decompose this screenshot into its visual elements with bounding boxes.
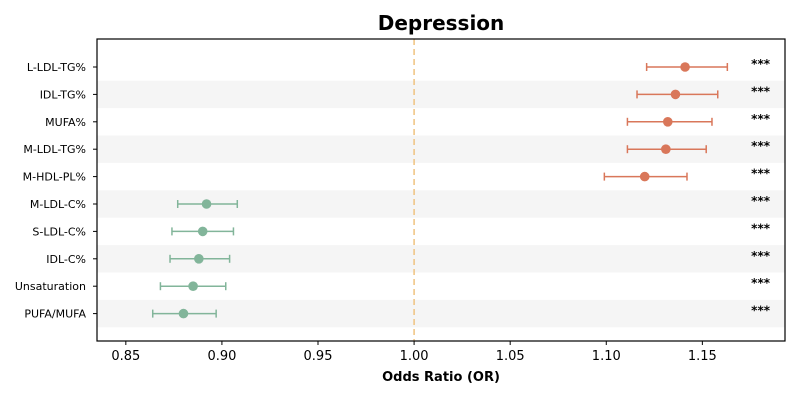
odds-ratio-point	[661, 144, 671, 154]
y-tick-label: Unsaturation	[15, 280, 86, 293]
significance-label: ***	[751, 112, 771, 126]
odds-ratio-points	[178, 62, 690, 319]
y-tick-label: IDL-C%	[46, 253, 86, 266]
significance-label: ***	[751, 194, 771, 208]
significance-labels: *** *** *** *** *** *** *** *** *** ***	[751, 57, 771, 318]
y-tick-label: L-LDL-TG%	[27, 61, 86, 74]
plot-frame	[96, 38, 786, 342]
odds-ratio-point	[670, 89, 681, 100]
significance-label: ***	[751, 276, 771, 290]
y-tick-label: M-HDL-PL%	[23, 171, 86, 184]
odds-ratio-point	[194, 253, 204, 264]
odds-ratio-point	[197, 226, 208, 237]
significance-label: ***	[751, 249, 771, 263]
odds-ratio-point	[178, 308, 189, 319]
x-tick-label: 0.85	[111, 349, 140, 364]
x-axis-label: Odds Ratio (OR)	[382, 370, 500, 385]
odds-ratio-point	[201, 199, 212, 209]
y-tick-label: M-LDL-C%	[30, 198, 86, 211]
y-tick-label: M-LDL-TG%	[23, 143, 86, 156]
y-tick-label: MUFA%	[45, 116, 86, 129]
y-tick-label: PUFA/MUFA	[24, 308, 86, 321]
odds-ratio-point	[639, 171, 650, 182]
odds-ratio-point	[188, 281, 198, 292]
chart-title: Depression	[378, 11, 505, 35]
x-axis-ticks: 0.85 0.90 0.95 1.00 1.05 1.10 1.15	[111, 341, 717, 364]
y-tick-label: IDL-TG%	[40, 88, 86, 101]
x-tick-label: 1.10	[592, 349, 621, 364]
significance-label: ***	[751, 167, 771, 181]
y-axis-ticks: L-LDL-TG% IDL-TG% MUFA% M-LDL-TG% M-HDL-PL% M…	[15, 61, 97, 321]
odds-ratio-point	[680, 62, 690, 72]
odds-ratio-point	[662, 117, 673, 127]
x-tick-label: 1.00	[400, 349, 429, 364]
significance-label: ***	[751, 57, 771, 71]
x-tick-label: 0.95	[304, 349, 333, 364]
significance-label: ***	[751, 221, 771, 235]
significance-label: ***	[751, 304, 771, 318]
y-tick-label: S-LDL-C%	[32, 225, 86, 238]
significance-label: ***	[751, 84, 771, 98]
x-tick-label: 0.90	[207, 349, 236, 364]
significance-label: ***	[751, 139, 771, 153]
x-tick-label: 1.05	[496, 349, 525, 364]
x-tick-label: 1.15	[688, 349, 717, 364]
